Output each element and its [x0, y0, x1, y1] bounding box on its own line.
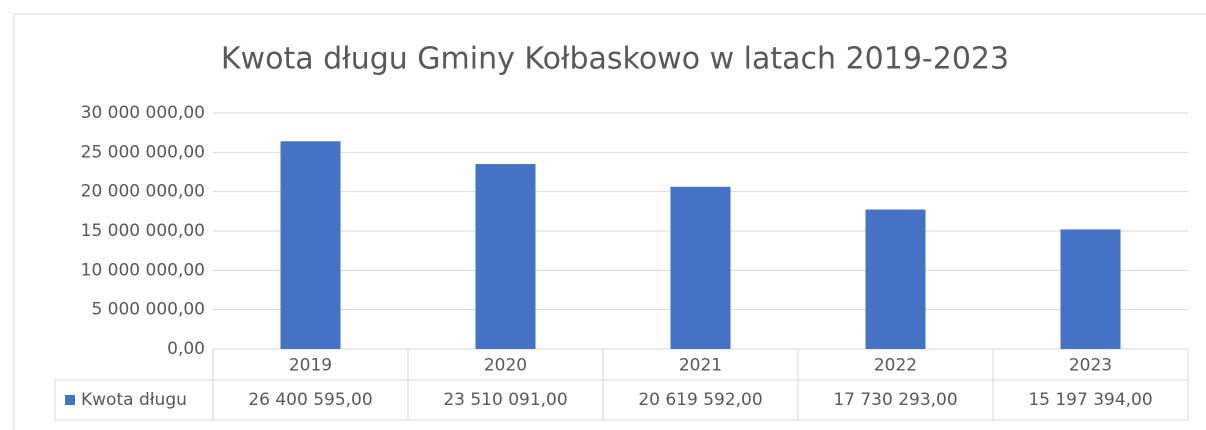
bar [1060, 229, 1121, 349]
data-table-value: 23 510 091,00 [443, 390, 567, 410]
legend-key [65, 395, 75, 405]
data-table-value: 20 619 592,00 [638, 390, 762, 410]
bar [475, 164, 536, 349]
x-tick-label: 2021 [679, 356, 722, 376]
data-table-value: 15 197 394,00 [1028, 390, 1152, 410]
x-tick-label: 2022 [874, 356, 917, 376]
y-tick-label: 30 000 000,00 [81, 103, 205, 123]
bar [670, 186, 731, 349]
data-table-value: 17 730 293,00 [833, 390, 957, 410]
x-tick-label: 2023 [1069, 356, 1112, 376]
x-tick-label: 2020 [484, 356, 527, 376]
x-tick-label: 2019 [289, 356, 332, 376]
y-tick-label: 20 000 000,00 [81, 182, 205, 202]
y-tick-label: 15 000 000,00 [81, 221, 205, 241]
chart-title: Kwota długu Gminy Kołbaskowo w latach 20… [221, 42, 1009, 77]
y-tick-label: 25 000 000,00 [81, 142, 205, 162]
legend-label: Kwota długu [81, 390, 187, 410]
bar [865, 209, 926, 349]
y-tick-label: 10 000 000,00 [81, 260, 205, 280]
bar [280, 141, 341, 349]
y-tick-label: 5 000 000,00 [91, 300, 205, 320]
y-tick-label: 0,00 [167, 339, 205, 359]
data-table-value: 26 400 595,00 [248, 390, 372, 410]
